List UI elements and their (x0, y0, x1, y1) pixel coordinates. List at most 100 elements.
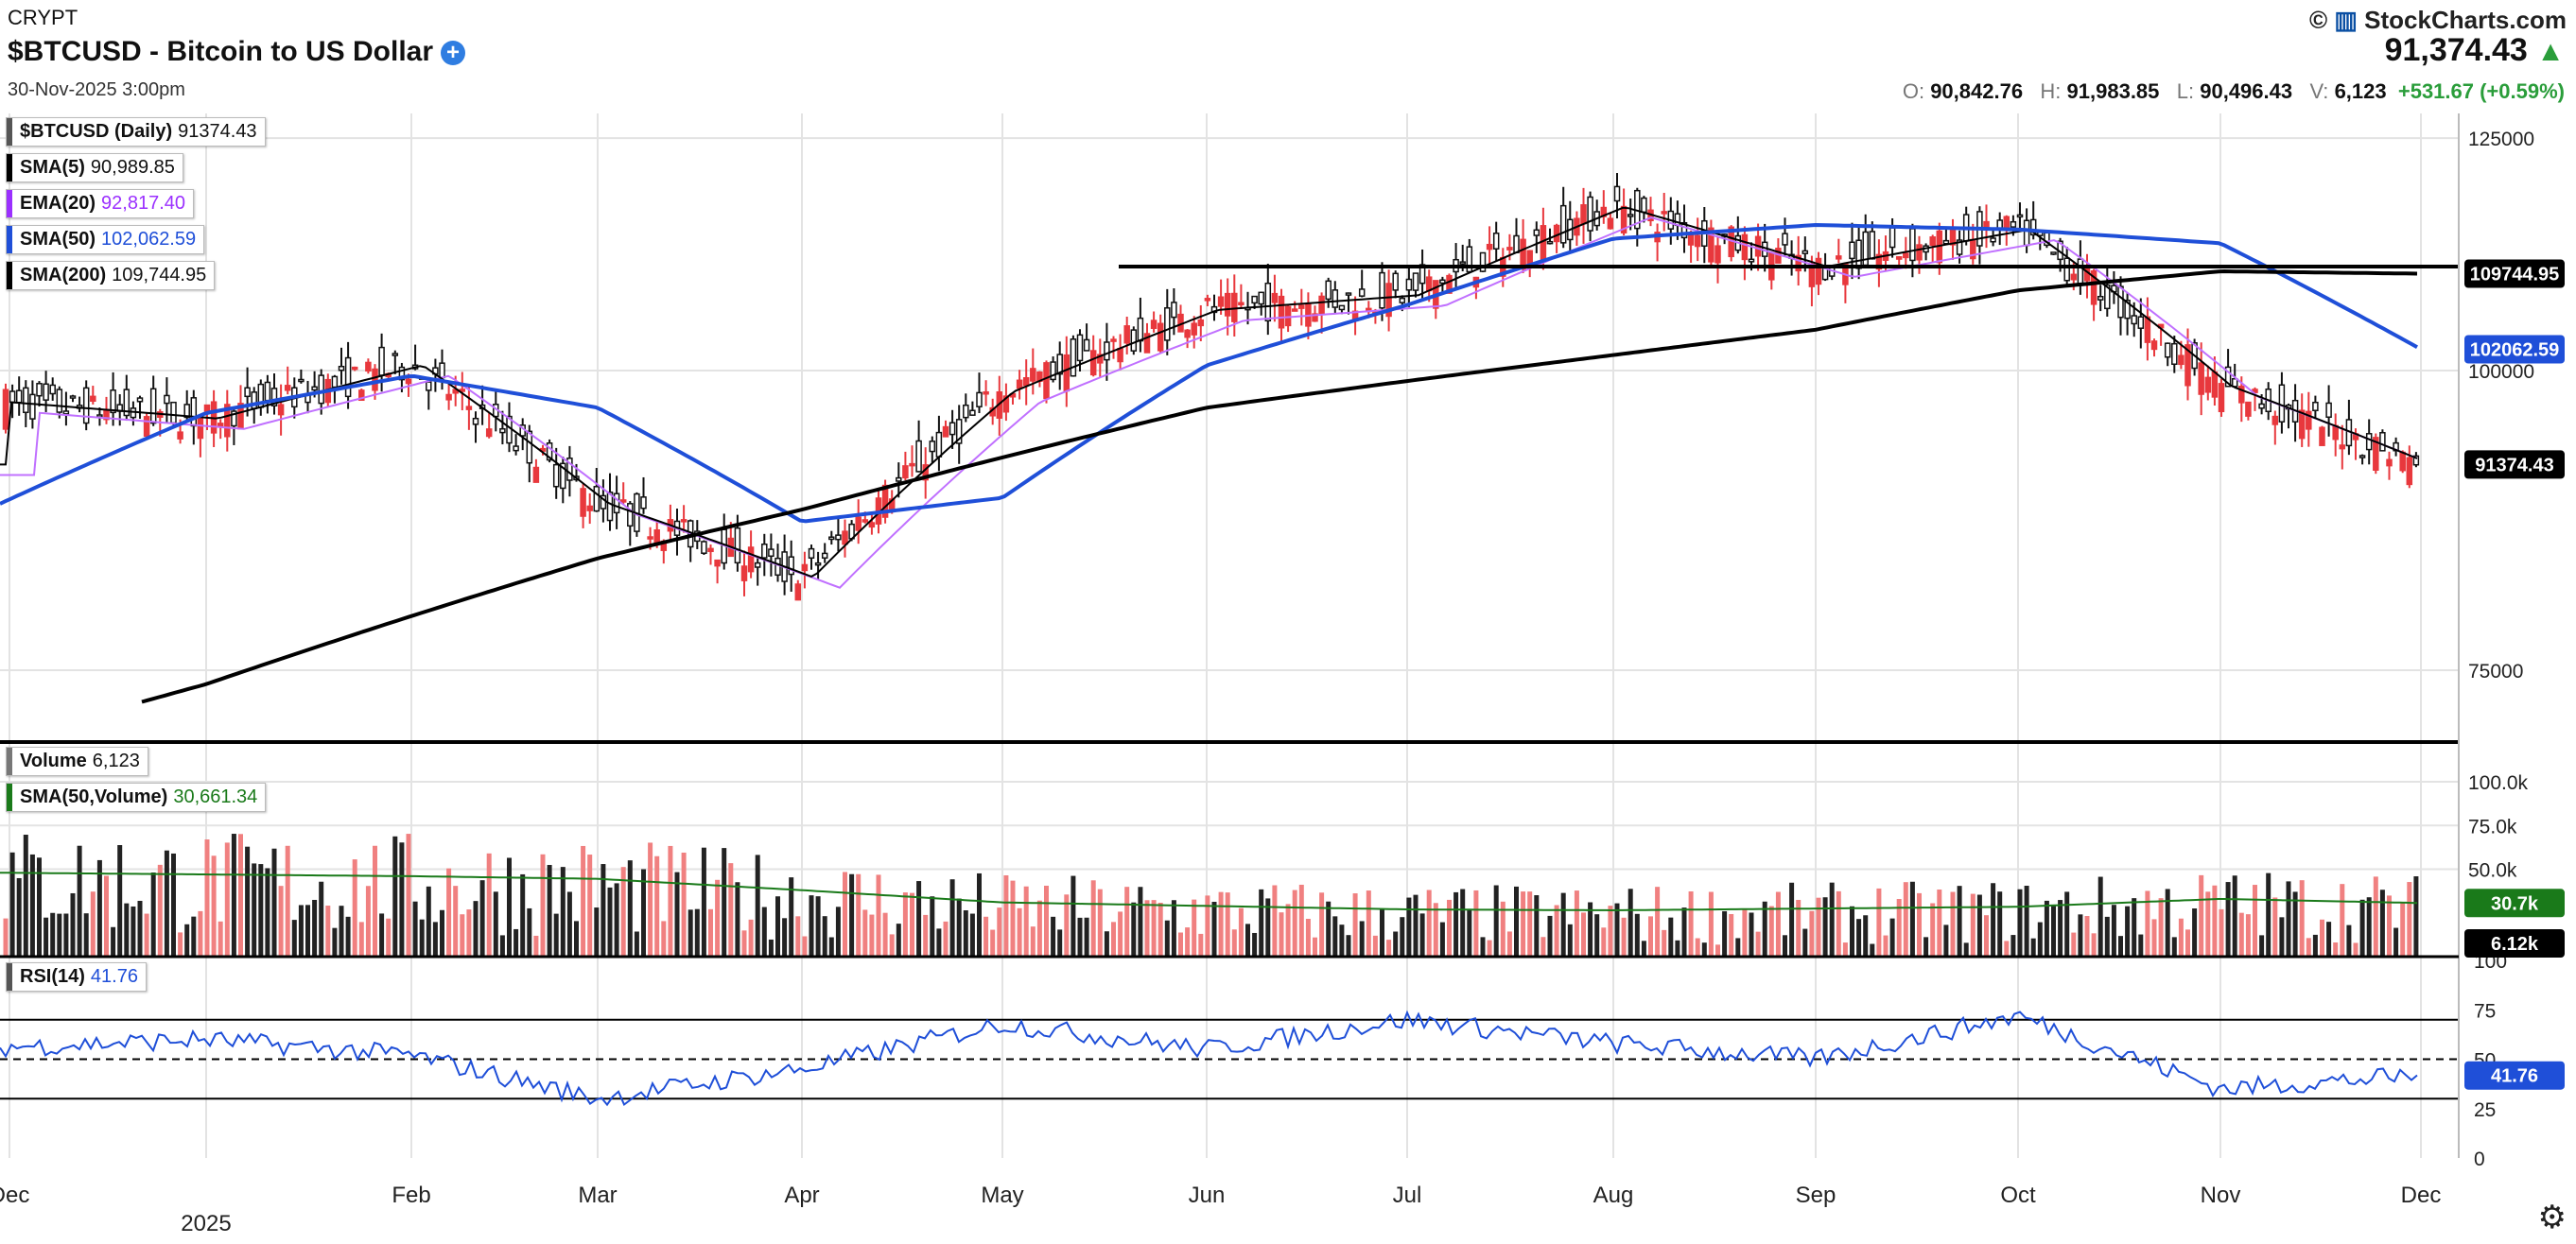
candle-body (1137, 317, 1144, 342)
volume-bar (111, 926, 116, 957)
candle-body (842, 530, 848, 545)
price-tick-label: 75000 (2468, 661, 2523, 682)
volume-bar (2359, 899, 2365, 957)
brand-logo[interactable]: © ▥ StockCharts.com (2309, 6, 2567, 35)
volume-bar (2030, 938, 2036, 957)
volume-bar (1003, 874, 1009, 957)
volume-bar (2097, 876, 2103, 957)
candle-body (264, 381, 271, 402)
volume-bar (648, 842, 653, 957)
candle-body (36, 383, 43, 397)
volume-bar (849, 873, 855, 957)
volume-bar (1090, 880, 1096, 957)
candle-body (1016, 379, 1023, 389)
volume-bar (728, 863, 734, 957)
candle-body (1164, 307, 1171, 341)
volume-bar (1205, 895, 1210, 957)
candle-body (1795, 254, 1801, 272)
legend-sma200[interactable]: SMA(200) 109,744.95 (6, 261, 216, 290)
volume-bar (835, 907, 841, 957)
volume-bar (1641, 941, 1646, 957)
candle-body (2204, 376, 2212, 393)
candle-body (2010, 220, 2017, 228)
volume-bar (1588, 902, 1593, 957)
price-panel (0, 173, 2459, 704)
volume-bar (1870, 943, 1875, 957)
legend-price[interactable]: $BTCUSD (Daily) 91374.43 (6, 117, 266, 147)
candle-body (1264, 282, 1272, 322)
candle-body (1513, 234, 1520, 253)
volume-bar (761, 907, 767, 957)
volume-bar (1211, 902, 1217, 957)
candle-body (1587, 196, 1593, 232)
legend-ema20[interactable]: EMA(20) 92,817.40 (6, 189, 194, 218)
volume-bar (117, 845, 123, 957)
brand-name: StockCharts.com (2364, 6, 2567, 34)
volume-bar (285, 845, 290, 957)
volume-bar (2292, 891, 2298, 957)
gear-icon[interactable]: ⚙ (2537, 1200, 2567, 1235)
volume-bar (365, 886, 371, 957)
volume-bar (1036, 900, 1042, 957)
volume-bar (1238, 907, 1244, 957)
legend-swatch (7, 963, 12, 991)
volume-bar (1514, 886, 1519, 957)
volume-bar (1917, 892, 1922, 957)
volume-bar (2064, 891, 2070, 957)
volume-bar (2393, 927, 2399, 957)
candle-body (231, 410, 237, 427)
candle-body (2339, 444, 2346, 450)
price-tick-label: 100000 (2468, 361, 2534, 383)
candle-body (1875, 253, 1883, 270)
candle-body (1022, 377, 1030, 387)
volume-bar (2071, 932, 2077, 957)
candle-body (2325, 402, 2332, 419)
candle-body (560, 462, 566, 490)
rsi-tag: 41.76 (2491, 1066, 2538, 1087)
low-label: L: (2176, 79, 2195, 103)
volume-bar (96, 859, 102, 957)
legend-value: 109,744.95 (112, 265, 207, 285)
candle-body (969, 409, 976, 416)
volume-bar (44, 917, 49, 957)
candle-body (2245, 401, 2252, 417)
volume-bar (1991, 883, 1996, 957)
volume-bar (1279, 912, 1284, 957)
volume-bar (426, 886, 431, 957)
candle-body (2050, 251, 2057, 255)
volume-bar (1252, 932, 1258, 957)
volume-bar (2199, 874, 2204, 957)
high-value: 91,983.85 (2066, 79, 2160, 103)
candle-body (1399, 297, 1406, 303)
legend-sma50[interactable]: SMA(50) 102,062.59 (6, 225, 205, 254)
candle-body (881, 484, 889, 518)
volume-bar (231, 834, 236, 957)
candle-body (2224, 366, 2232, 388)
legend-volume-sma[interactable]: SMA(50,Volume) 30,661.34 (6, 783, 267, 812)
volume-bar (1439, 922, 1445, 957)
volume-bar (843, 872, 847, 957)
candle-body (1620, 205, 1627, 233)
candle-body (1855, 239, 1862, 269)
candle-body (298, 378, 305, 383)
price-axis-tag: 109744.95 (2470, 265, 2560, 285)
volume-bar (499, 935, 505, 957)
legend-label: Volume (20, 751, 87, 771)
legend-volume[interactable]: Volume 6,123 (6, 747, 148, 776)
candle-body (177, 431, 183, 440)
volume-bar (305, 905, 310, 957)
candle-body (43, 383, 49, 401)
candle-body (1231, 292, 1238, 322)
candle-body (1358, 288, 1366, 297)
candle-body (1815, 257, 1822, 285)
volume-bar (218, 921, 223, 957)
volume-bar (997, 907, 1002, 957)
candle-body (1030, 368, 1036, 382)
candle-body (606, 491, 614, 522)
candle-body (1143, 333, 1151, 354)
legend-rsi[interactable]: RSI(14) 41.76 (6, 962, 147, 992)
legend-sma5[interactable]: SMA(5) 90,989.85 (6, 153, 183, 182)
candle-body (1392, 272, 1399, 291)
candle-body (392, 353, 399, 356)
plus-circle-icon[interactable]: + (441, 41, 466, 66)
